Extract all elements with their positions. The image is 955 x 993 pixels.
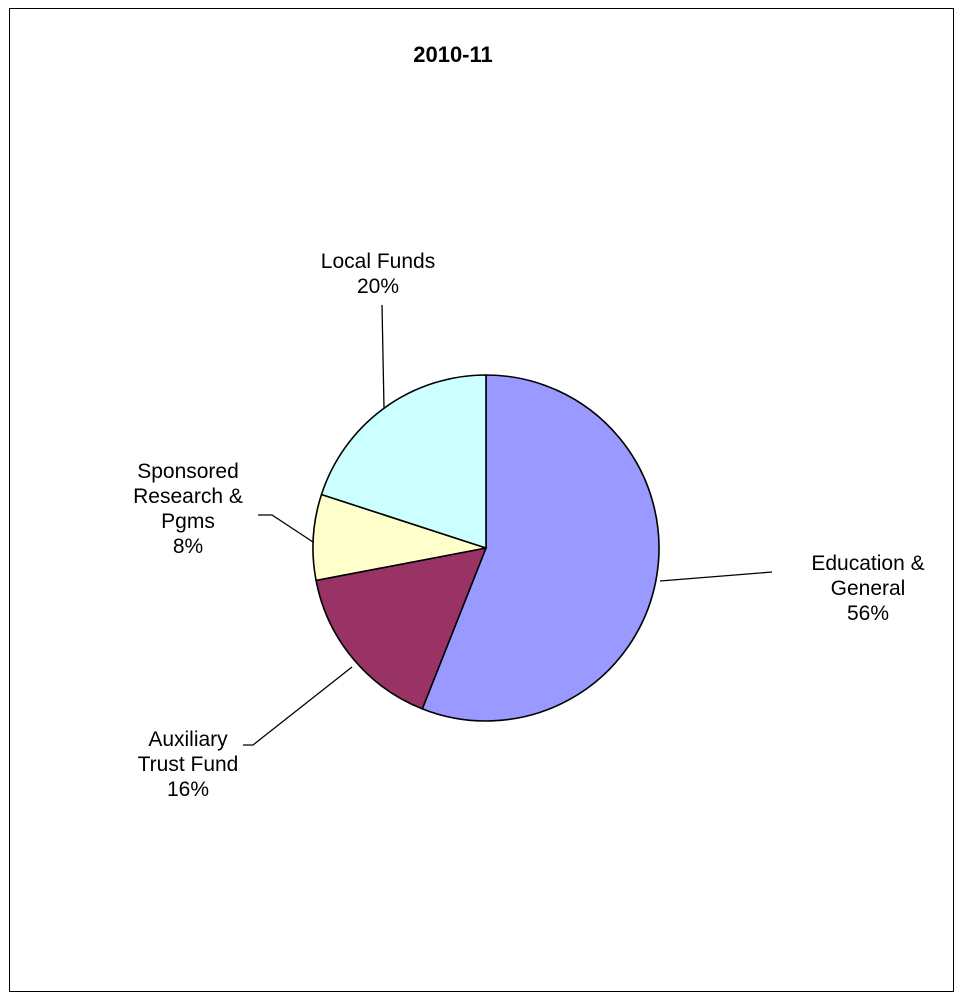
slice-label-line: Education &	[811, 552, 924, 575]
pie-slices	[312, 374, 660, 722]
leader-lines	[243, 304, 773, 746]
slice-label-line: Research &	[133, 485, 243, 508]
slice-label-line: Pgms	[161, 510, 215, 533]
pie-slice-education-and-general	[421, 374, 660, 722]
slice-label-line: Local Funds	[321, 250, 435, 273]
leader-line-local-funds	[381, 304, 385, 409]
slice-label-education-and-general: Education & General 56%	[811, 552, 924, 625]
pie-slice-local-funds	[320, 374, 487, 549]
slice-label-local-funds: Local Funds 20%	[321, 250, 435, 298]
pie-slice-auxiliary-trust-fund	[315, 547, 487, 710]
slice-value-label: 20%	[357, 275, 399, 298]
slice-value-label: 8%	[173, 535, 203, 558]
leader-line-education-and-general	[659, 571, 773, 582]
chart-title: 2010-11	[413, 42, 493, 67]
slice-labels: Education & General 56% Auxiliary Trust Fund…	[133, 250, 924, 801]
slice-value-label: 56%	[847, 602, 889, 625]
leader-line-sponsored-research-and-pgms	[258, 514, 314, 543]
slice-label-line: Auxiliary	[148, 728, 228, 751]
slice-value-label: 16%	[167, 778, 209, 801]
slice-label-line: Sponsored	[137, 460, 239, 483]
slice-label-sponsored-research-and-pgms: Sponsored Research & Pgms 8%	[133, 460, 243, 558]
slice-label-auxiliary-trust-fund: Auxiliary Trust Fund 16%	[138, 728, 239, 801]
slice-label-line: General	[831, 577, 906, 600]
slice-label-line: Trust Fund	[138, 753, 239, 776]
leader-line-auxiliary-trust-fund	[243, 666, 353, 746]
